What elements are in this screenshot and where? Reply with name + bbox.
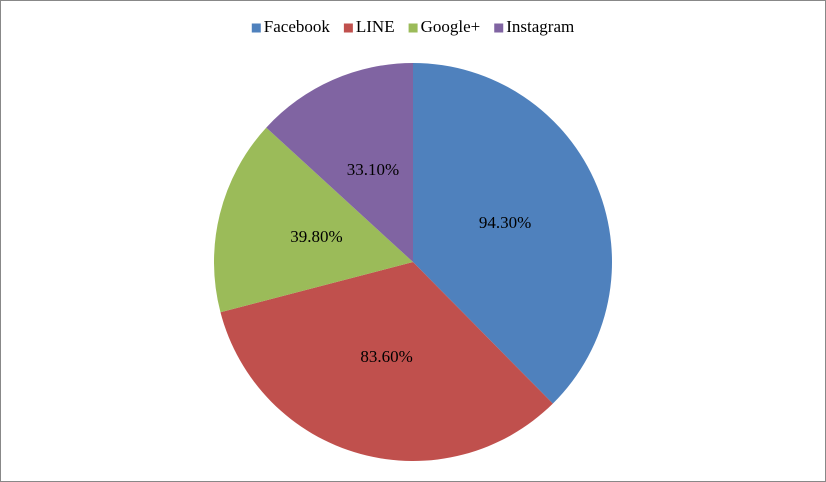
legend-swatch — [494, 23, 504, 33]
legend-swatch — [251, 23, 261, 33]
data-label: 94.30% — [479, 213, 531, 232]
data-label: 39.80% — [290, 227, 342, 246]
pie-slice — [413, 63, 613, 404]
pie-slice — [220, 262, 553, 461]
pie-slice — [213, 127, 413, 313]
legend-label: Facebook — [264, 17, 331, 36]
data-label: 33.10% — [347, 160, 399, 179]
legend-label: LINE — [356, 17, 395, 36]
legend-swatch — [343, 23, 353, 33]
legend-label: Instagram — [506, 17, 574, 36]
data-label: 83.60% — [360, 347, 412, 366]
legend-label: Google+ — [421, 17, 481, 36]
legend-swatch — [408, 23, 418, 33]
pie-slice — [266, 63, 413, 262]
